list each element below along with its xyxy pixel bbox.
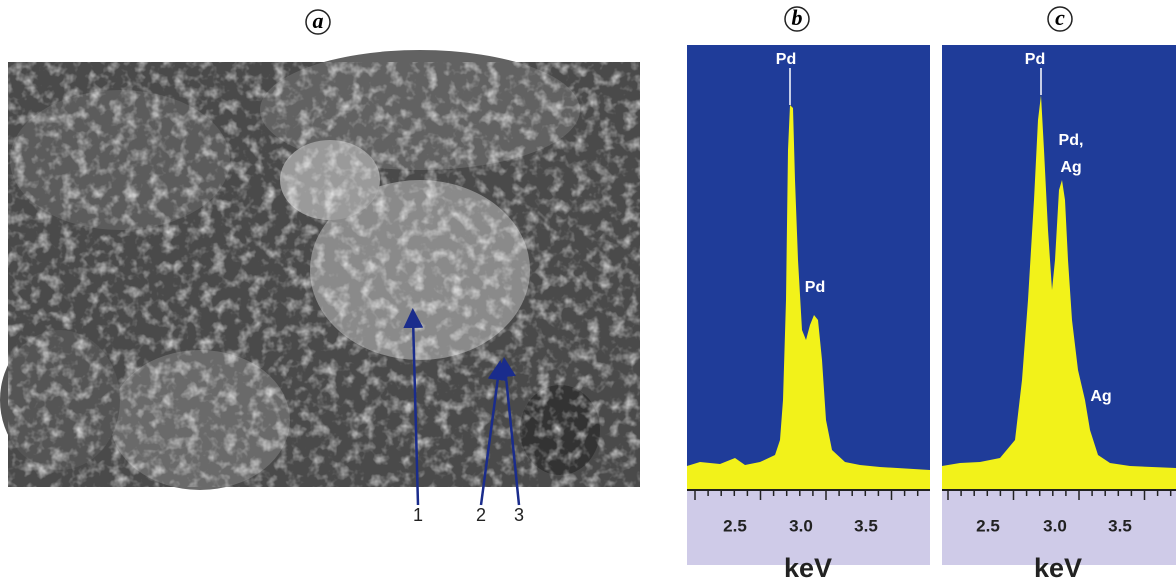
tick-label: 3.0 bbox=[789, 516, 813, 535]
peak-label: Ag bbox=[1060, 159, 1081, 176]
peak-label: Ag bbox=[1090, 388, 1111, 405]
axis-label: keV bbox=[1034, 553, 1082, 583]
panel-label: b bbox=[792, 5, 803, 30]
tick-label: 2.5 bbox=[723, 516, 747, 535]
sem-image bbox=[0, 50, 640, 490]
axis-label: keV bbox=[784, 553, 832, 583]
arrow-label: 1 bbox=[413, 505, 423, 525]
tick-label: 2.5 bbox=[976, 516, 1000, 535]
arrow-label: 3 bbox=[514, 505, 524, 525]
arrow-label: 2 bbox=[476, 505, 486, 525]
peak-label: Pd bbox=[805, 279, 825, 296]
figure: a 1 2 3 b Pd Pd 2.5 3.0 3.5 keV c Pd Pd,… bbox=[0, 0, 1176, 585]
tick-label: 3.0 bbox=[1043, 516, 1067, 535]
peak-label: Pd bbox=[776, 51, 796, 68]
panel-label: a bbox=[313, 8, 324, 33]
tick-label: 3.5 bbox=[854, 516, 878, 535]
panel-label: c bbox=[1055, 5, 1065, 30]
peak-label: Pd, bbox=[1059, 132, 1084, 149]
tick-label: 3.5 bbox=[1108, 516, 1132, 535]
peak-label: Pd bbox=[1025, 51, 1045, 68]
